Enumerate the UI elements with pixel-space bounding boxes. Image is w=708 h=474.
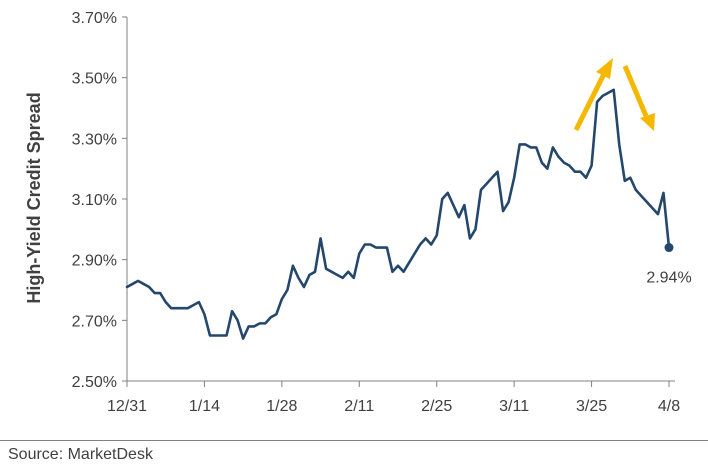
- y-tick-label: 2.90%: [72, 253, 117, 270]
- y-tick-label: 3.30%: [72, 131, 117, 148]
- x-tick-label: 12/31: [107, 398, 147, 415]
- x-tick-label: 1/28: [266, 398, 297, 415]
- x-tick-label: 1/14: [189, 398, 220, 415]
- arrow-up-head-icon: [596, 58, 613, 79]
- y-tick-label: 2.70%: [72, 313, 117, 330]
- arrow-down-head-icon: [640, 113, 655, 131]
- x-tick-label: 2/11: [344, 398, 374, 415]
- arrow-down-icon: [622, 65, 649, 117]
- end-value-label: 2.94%: [646, 270, 691, 287]
- x-tick-label: 2/25: [421, 398, 452, 415]
- y-axis-label: High-Yield Credit Spread: [24, 92, 44, 303]
- y-tick-label: 3.50%: [72, 71, 117, 88]
- y-tick-label: 2.50%: [72, 374, 117, 391]
- y-tick-label: 3.70%: [72, 10, 117, 27]
- credit-spread-chart: High-Yield Credit Spread 2.50% 2.70% 2.90%…: [24, 10, 692, 415]
- y-axis: 2.50% 2.70% 2.90% 3.10% 3.30% 3.50% 3.70%: [72, 10, 128, 391]
- source-note: Source: MarketDesk: [8, 446, 153, 463]
- arrow-up-icon: [573, 72, 607, 132]
- x-axis: 12/31 1/14 1/28 2/11 2/25 3/11 3/25 4/8: [107, 380, 680, 415]
- x-tick-label: 4/8: [658, 398, 680, 415]
- footer-divider: [0, 440, 708, 441]
- x-tick-label: 3/11: [499, 398, 529, 415]
- x-tick-label: 3/25: [576, 398, 607, 415]
- end-point-marker: [664, 243, 674, 253]
- trend-arrows: [573, 58, 655, 132]
- spread-series-line: [125, 88, 671, 340]
- y-tick-label: 3.10%: [72, 192, 117, 209]
